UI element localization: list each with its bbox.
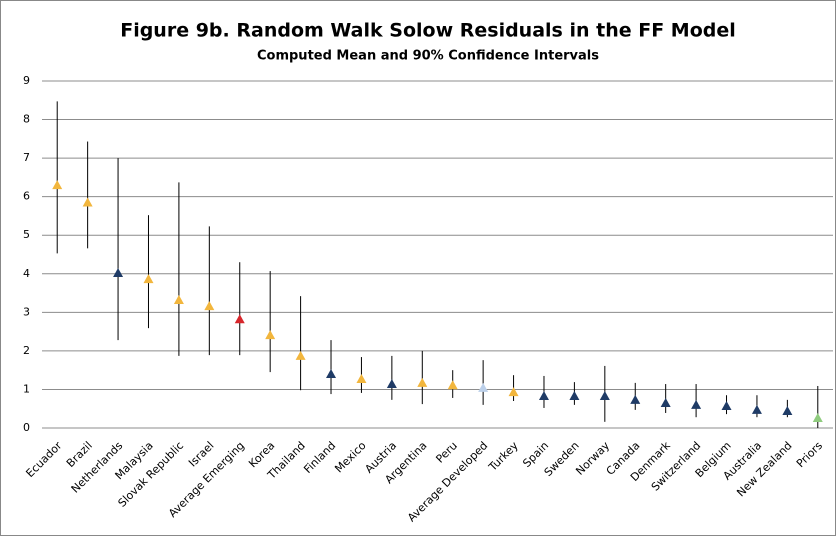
mean-marker [782, 406, 793, 416]
chart-title: Figure 9b. Random Walk Solow Residuals i… [120, 20, 736, 42]
mean-marker [52, 180, 63, 190]
y-tick-label: 9 [23, 74, 30, 87]
y-tick-label: 0 [23, 421, 30, 434]
mean-marker [82, 197, 93, 207]
mean-marker [660, 397, 671, 407]
mean-marker [265, 330, 276, 340]
chart-subtitle: Computed Mean and 90% Confidence Interva… [257, 49, 599, 64]
mean-marker [691, 399, 702, 409]
mean-marker [295, 350, 306, 360]
mean-marker [386, 379, 397, 389]
y-tick-label: 4 [23, 267, 30, 280]
y-tick-label: 1 [23, 382, 30, 395]
mean-marker [143, 274, 154, 284]
y-tick-label: 6 [23, 190, 30, 203]
mean-marker [569, 390, 580, 400]
mean-marker [630, 394, 641, 404]
mean-marker [173, 294, 184, 304]
mean-marker [204, 301, 215, 311]
mean-marker [447, 380, 458, 390]
mean-marker [356, 374, 367, 384]
y-tick-label: 7 [23, 151, 30, 164]
mean-marker [721, 401, 732, 411]
mean-marker [508, 387, 519, 397]
mean-marker [234, 314, 245, 324]
y-tick-label: 5 [23, 228, 30, 241]
mean-marker [538, 390, 549, 400]
mean-marker [326, 369, 337, 379]
y-tick-label: 8 [23, 113, 30, 126]
mean-marker [599, 390, 610, 400]
y-tick-label: 2 [23, 344, 30, 357]
mean-marker [113, 268, 124, 278]
y-tick-label: 3 [23, 305, 30, 318]
mean-marker [417, 377, 428, 387]
mean-marker [812, 412, 823, 422]
mean-marker [478, 382, 489, 392]
mean-marker [751, 404, 762, 414]
